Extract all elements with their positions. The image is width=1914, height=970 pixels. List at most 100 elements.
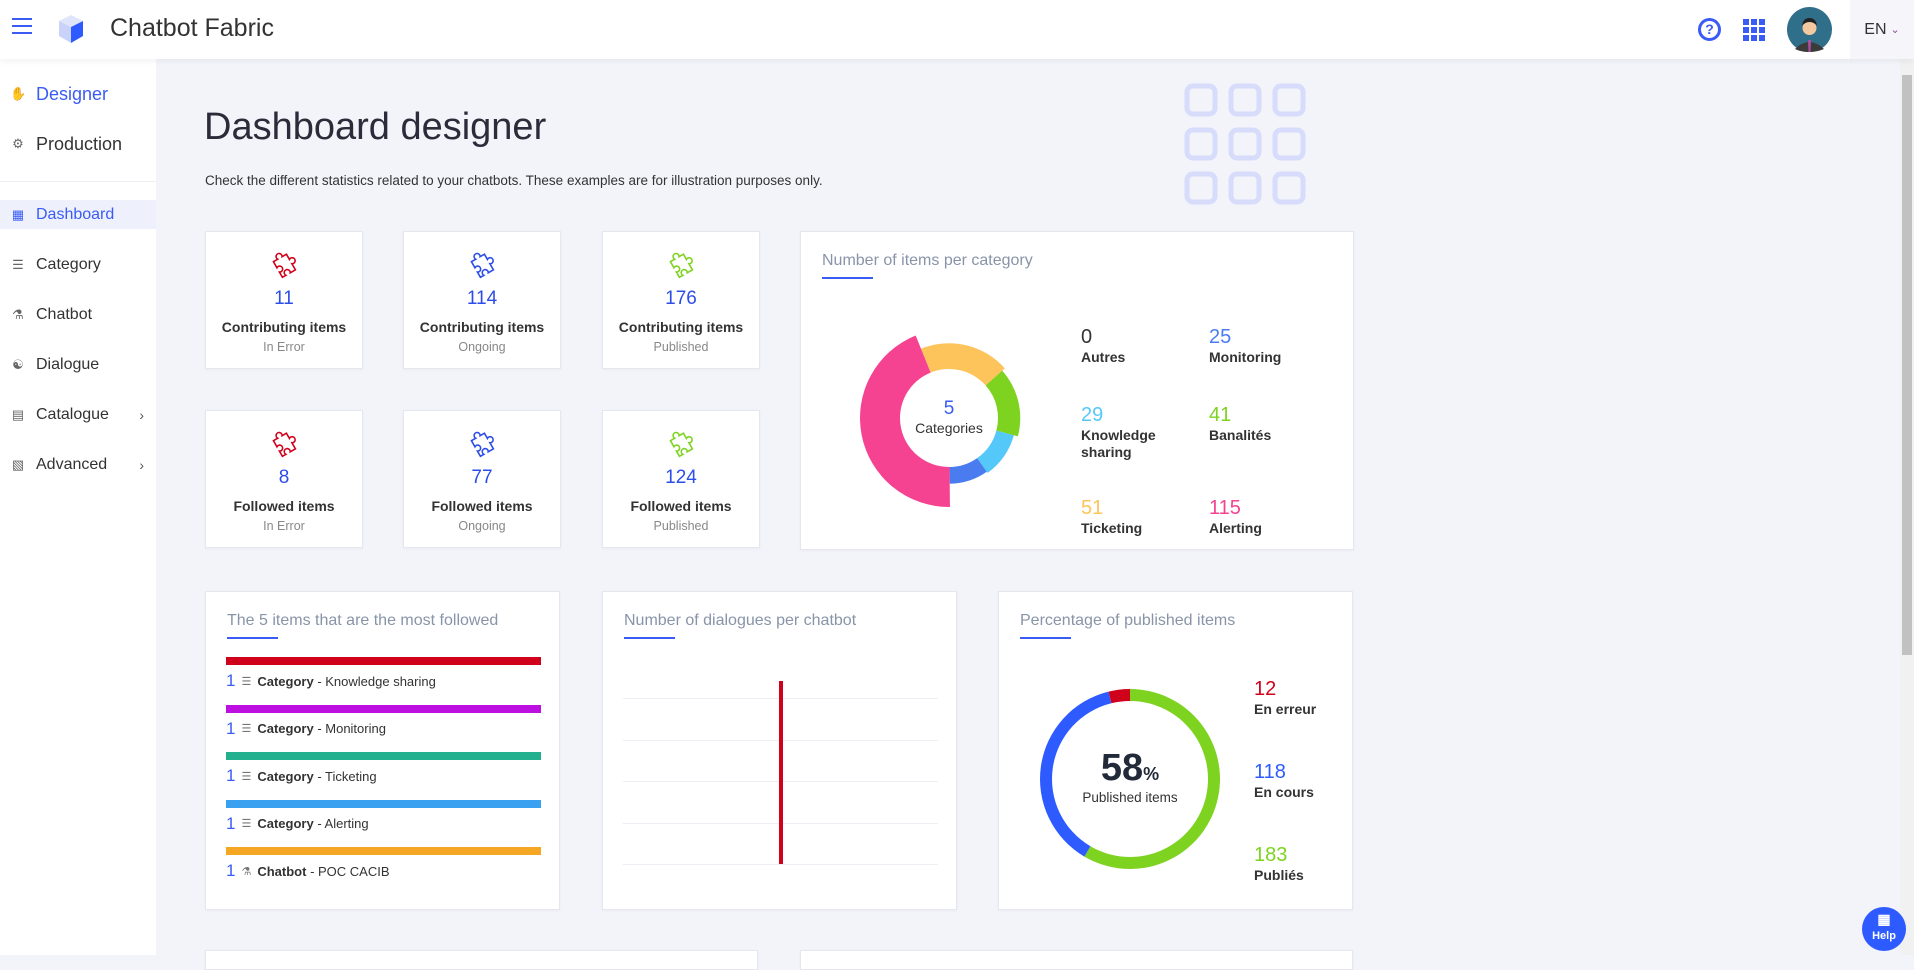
stat-label: Contributing items xyxy=(618,319,744,335)
chevron-right-icon: › xyxy=(139,457,144,473)
published-items-card: Percentage of published items 58% Publis… xyxy=(998,591,1353,910)
stat-card: 8 Followed items In Error xyxy=(205,410,363,548)
list-icon: ☰ xyxy=(241,818,252,830)
stat-label: Followed items xyxy=(233,498,335,514)
stat-label: Followed items xyxy=(630,498,732,514)
legend-value: 183 xyxy=(1254,844,1288,866)
followed-item[interactable]: 1 ☰ Category - Knowledge sharing xyxy=(226,671,436,691)
help-circle-icon[interactable]: ? xyxy=(1698,18,1721,41)
menu-icon[interactable] xyxy=(12,18,32,34)
legend-item: 115 Alerting xyxy=(1209,496,1309,537)
follow-count: 1 xyxy=(226,718,236,738)
app-title: Chatbot Fabric xyxy=(110,14,274,42)
help-button[interactable]: ▦ Help xyxy=(1862,907,1906,951)
stat-sublabel: In Error xyxy=(263,340,305,354)
legend-label: En erreur xyxy=(1254,701,1317,717)
card-title: Number of dialogues per chatbot xyxy=(624,612,857,629)
center-label: Categories xyxy=(915,420,983,436)
legend-item: 118 En cours xyxy=(1254,760,1314,801)
bottom-card-left xyxy=(205,950,758,970)
legend-label: Banalités xyxy=(1209,427,1272,443)
legend-value: 118 xyxy=(1254,761,1286,783)
tree-icon: ☯ xyxy=(12,357,24,372)
center-label: Published items xyxy=(1082,790,1178,805)
language-selector[interactable]: EN ⌄ xyxy=(1850,0,1914,59)
followed-item[interactable]: 1 ☰ Category - Monitoring xyxy=(226,719,386,739)
sidebar-item-dashboard[interactable]: ▦ Dashboard xyxy=(0,200,156,229)
followed-item[interactable]: 1 ☰ Category - Alerting xyxy=(226,814,369,834)
most-followed-card: The 5 items that are the most followed 1… xyxy=(205,591,560,910)
follow-count: 1 xyxy=(226,813,236,833)
book-icon: ▤ xyxy=(11,407,25,422)
followed-item[interactable]: 1 ⚗ Chatbot - POC CACIB xyxy=(226,861,390,881)
followed-item[interactable]: 1 ☰ Category - Ticketing xyxy=(226,766,377,786)
vertical-scrollbar[interactable] xyxy=(1900,59,1914,955)
gear-icon: ⚙ xyxy=(12,136,24,151)
follow-count: 1 xyxy=(226,671,236,690)
apps-grid-icon[interactable] xyxy=(1743,19,1765,41)
stat-value: 176 xyxy=(665,288,697,309)
legend-label: Knowledge sharing xyxy=(1081,427,1156,460)
chevron-down-icon: ⌄ xyxy=(1890,24,1900,36)
item-name: - Knowledge sharing xyxy=(313,673,436,689)
puzzle-icon xyxy=(404,249,560,290)
stat-label: Contributing items xyxy=(221,319,347,335)
card-title: The 5 items that are the most followed xyxy=(227,612,499,629)
hand-icon: ✋ xyxy=(10,86,27,101)
stat-sublabel: Published xyxy=(653,340,709,354)
puzzle-icon xyxy=(603,428,759,469)
robot-icon: ⚗ xyxy=(12,307,24,322)
mode-designer[interactable]: ✋ Designer xyxy=(0,79,156,109)
followed-bar xyxy=(226,847,541,855)
stat-card: 176 Contributing items Published xyxy=(602,231,760,369)
puzzle-icon xyxy=(206,428,362,469)
stat-label: Contributing items xyxy=(419,319,545,335)
mode-label: Production xyxy=(36,133,123,154)
legend-value: 0 xyxy=(1081,326,1093,348)
sidebar: ✋ Designer ⚙ Production ▦ Dashboard ☰ Catego… xyxy=(0,59,156,955)
legend-label: Publiés xyxy=(1254,867,1304,883)
sidebar-item-label: Advanced xyxy=(36,456,108,473)
sidebar-item-label: Dashboard xyxy=(36,205,115,223)
user-avatar[interactable] xyxy=(1787,7,1832,52)
sidebar-item-catalogue[interactable]: ▤ Catalogue › xyxy=(0,400,156,430)
legend-item: 0 Autres xyxy=(1081,325,1181,366)
legend-label: Alerting xyxy=(1209,520,1262,536)
legend-value: 115 xyxy=(1209,497,1241,519)
sidebar-item-chatbot[interactable]: ⚗ Chatbot xyxy=(0,300,156,330)
published-donut-chart xyxy=(1040,689,1220,869)
logo-cube-icon xyxy=(59,15,83,43)
gridline xyxy=(623,864,938,865)
stat-value: 77 xyxy=(471,467,493,488)
item-name: - Alerting xyxy=(313,816,369,831)
stat-sublabel: Published xyxy=(653,519,709,533)
legend-item: 25 Monitoring xyxy=(1209,325,1309,366)
sidebar-divider xyxy=(0,181,156,182)
donut-slice-alerting xyxy=(860,335,950,507)
sidebar-item-advanced[interactable]: ▧ Advanced › xyxy=(0,450,156,480)
page-subtitle: Check the different statistics related t… xyxy=(205,173,823,188)
title-underline xyxy=(1020,637,1071,639)
stat-value: 8 xyxy=(278,467,290,488)
stat-value: 114 xyxy=(466,288,498,309)
donut-slice-ticketing xyxy=(921,343,1005,386)
follow-count: 1 xyxy=(226,766,236,785)
puzzle-icon xyxy=(404,428,560,469)
followed-bar xyxy=(226,799,541,808)
follow-count: 1 xyxy=(226,861,236,880)
donut-slice-en-erreur xyxy=(1108,689,1130,704)
stat-sublabel: Ongoing xyxy=(458,340,506,354)
legend-value: 41 xyxy=(1209,404,1232,426)
chart-bar[interactable] xyxy=(779,681,783,864)
sidebar-item-category[interactable]: ☰ Category xyxy=(0,250,156,280)
item-name: - Ticketing xyxy=(313,768,377,784)
legend-label: Ticketing xyxy=(1081,520,1143,536)
item-type: Category xyxy=(257,768,314,784)
sidebar-item-label: Category xyxy=(36,256,101,273)
mode-production[interactable]: ⚙ Production xyxy=(0,129,156,159)
title-underline xyxy=(822,277,873,279)
donut-slice-banalités xyxy=(985,370,1021,437)
sidebar-item-label: Catalogue xyxy=(36,406,109,423)
sidebar-item-dialogue[interactable]: ☯ Dialogue xyxy=(0,350,156,380)
item-name: - Monitoring xyxy=(313,721,386,736)
